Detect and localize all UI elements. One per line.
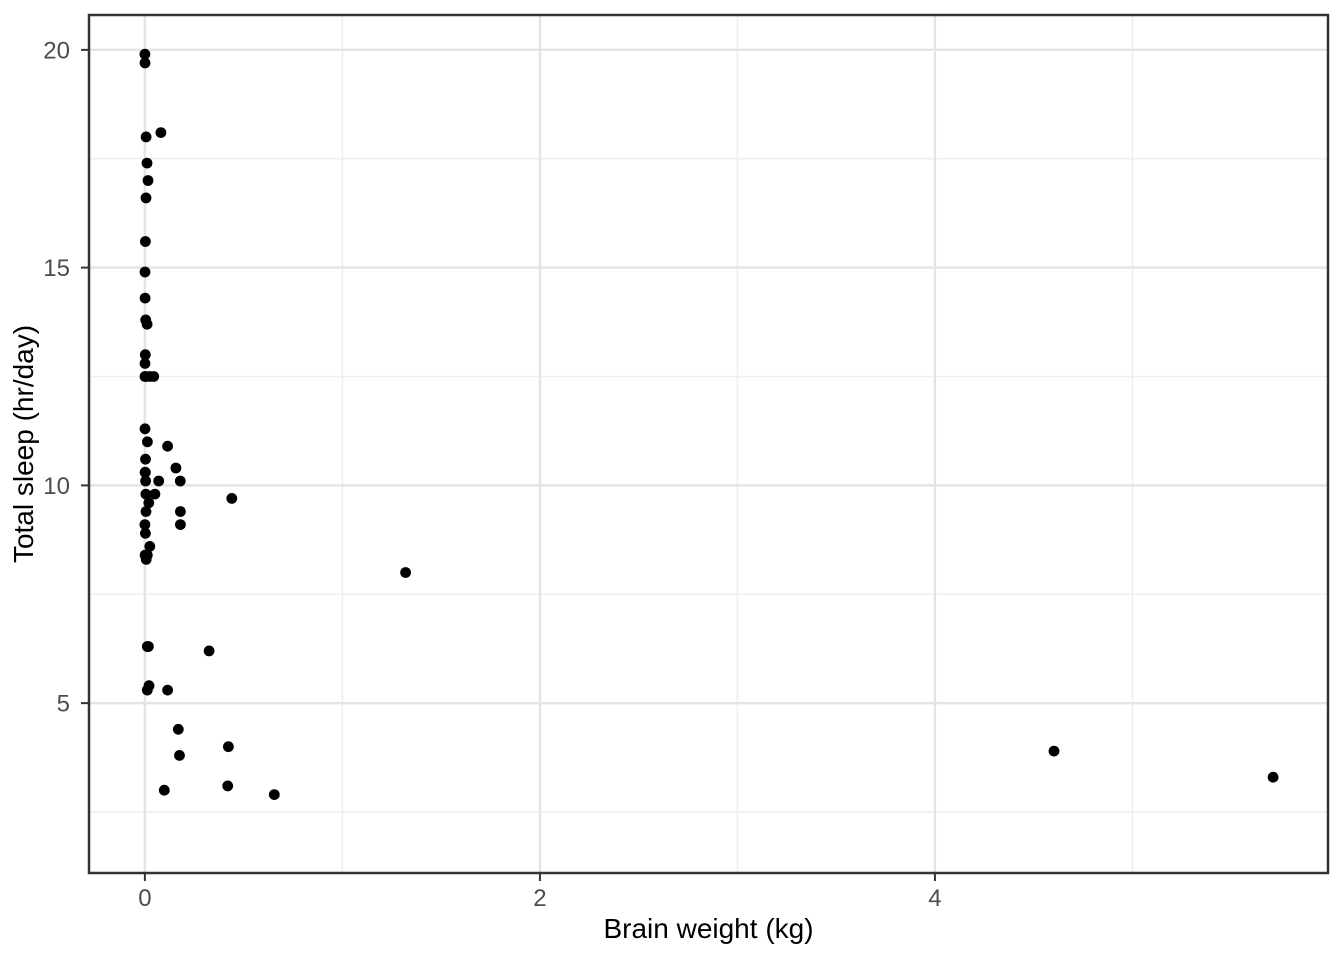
data-point: [139, 349, 151, 361]
data-point: [1048, 745, 1060, 757]
data-point: [140, 192, 152, 204]
y-tick-label: 5: [57, 691, 70, 718]
data-point: [139, 266, 151, 278]
data-point: [400, 567, 411, 578]
x-tick-label: 0: [138, 885, 151, 912]
data-point: [143, 497, 155, 509]
x-tick-label: 4: [928, 885, 941, 912]
data-point: [140, 506, 152, 517]
data-point: [139, 48, 151, 60]
data-point: [144, 541, 156, 552]
data-point: [141, 318, 153, 330]
data-point: [139, 358, 151, 369]
panel-background: [89, 15, 1328, 873]
data-point: [162, 440, 174, 452]
data-point: [174, 750, 185, 761]
data-point: [174, 475, 186, 487]
data-point: [175, 519, 186, 530]
x-axis-title: Brain weight (kg): [603, 913, 813, 944]
data-point: [142, 175, 154, 186]
panel-border: [87, 13, 1330, 875]
y-axis-title: Total sleep (hr/day): [8, 325, 39, 563]
gridlines: [89, 15, 1328, 873]
data-point: [203, 645, 215, 657]
data-point: [222, 780, 234, 792]
y-tick-label: 15: [43, 255, 70, 282]
data-point: [175, 506, 186, 517]
data-point: [223, 741, 234, 753]
data-point: [148, 371, 160, 382]
data-point: [139, 519, 151, 530]
y-tick-label: 10: [43, 473, 70, 500]
data-point: [140, 554, 152, 565]
data-point: [268, 789, 280, 800]
data-point: [226, 493, 238, 504]
data-point: [1267, 771, 1279, 783]
data-point: [162, 684, 174, 696]
data-point: [140, 475, 152, 487]
data-point: [149, 488, 161, 500]
data-points: [139, 48, 1279, 800]
data-point: [139, 423, 151, 435]
data-point: [140, 236, 151, 247]
data-point: [140, 131, 152, 143]
data-point: [140, 466, 151, 478]
data-point: [143, 641, 154, 652]
data-point: [153, 475, 165, 487]
data-point: [139, 57, 151, 69]
data-point: [139, 292, 151, 304]
data-point: [155, 127, 167, 138]
axis-tick-labels: 0 2 4 5 10 15 20: [43, 37, 941, 912]
data-point: [170, 462, 182, 474]
data-point: [140, 453, 151, 465]
x-tick-label: 2: [533, 885, 546, 912]
data-point: [158, 784, 170, 796]
axis-ticks: [81, 48, 936, 881]
data-point: [140, 488, 152, 500]
data-point: [141, 157, 153, 169]
data-point: [140, 527, 151, 539]
data-point: [142, 436, 153, 448]
y-tick-label: 20: [43, 37, 70, 64]
data-point: [172, 723, 184, 735]
data-point: [141, 684, 153, 696]
